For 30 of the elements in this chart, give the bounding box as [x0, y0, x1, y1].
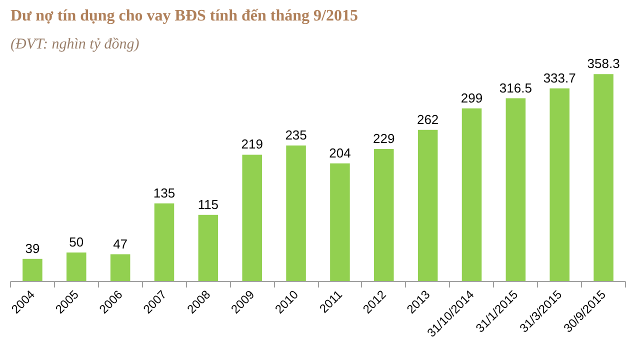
data-label: 229	[373, 130, 395, 146]
data-label: 50	[69, 234, 84, 250]
bar	[110, 254, 130, 282]
bar	[594, 74, 614, 282]
data-label: 316.5	[499, 80, 532, 96]
data-label: 219	[241, 136, 263, 152]
bar	[242, 154, 262, 282]
data-label: 235	[285, 127, 307, 142]
data-label: 358.3	[587, 56, 620, 72]
bar	[22, 258, 42, 282]
data-label: 115	[198, 196, 219, 212]
bar	[550, 88, 570, 282]
chart-subtitle: (ĐVT: nghìn tỷ đồng)	[10, 36, 140, 52]
bar	[154, 203, 174, 282]
bar	[462, 108, 482, 282]
bar	[418, 130, 438, 282]
data-label: 135	[153, 185, 176, 200]
data-label: 262	[416, 112, 439, 127]
chart-title: Dư nợ tín dụng cho vay BĐS tính đến tháng 9/2015	[10, 8, 358, 24]
data-label: 299	[460, 90, 483, 106]
bar	[506, 98, 526, 282]
bar	[330, 163, 350, 282]
data-label: 47	[113, 236, 128, 252]
data-label: 204	[329, 145, 351, 160]
bar	[374, 148, 394, 282]
data-label: 333.7	[543, 70, 576, 86]
bar	[66, 252, 86, 282]
bar	[198, 214, 218, 282]
bar	[286, 145, 306, 282]
data-label: 39	[25, 240, 40, 256]
